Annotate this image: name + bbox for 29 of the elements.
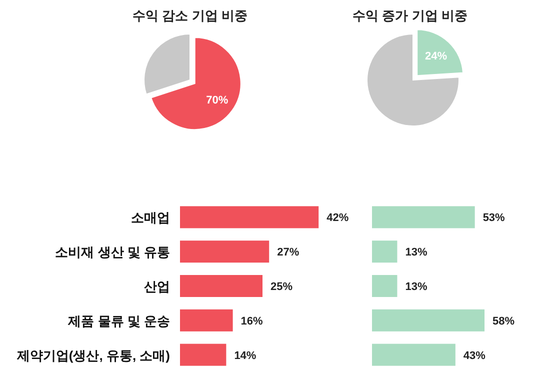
chart-title: 수익 감소 기업 비중 <box>132 8 248 23</box>
y-tick-label: 제약기업(생산, 유통, 소매) <box>16 348 170 363</box>
bar <box>180 309 233 332</box>
y-tick-label: 제품 물류 및 운송 <box>67 313 170 328</box>
data-label: 58% <box>492 315 515 328</box>
bar <box>180 206 319 228</box>
data-label: 27% <box>277 246 300 259</box>
bar <box>372 275 398 297</box>
data-label: 13% <box>405 281 428 293</box>
data-label: 13% <box>405 246 428 259</box>
bar <box>180 344 226 366</box>
data-label: 43% <box>463 350 486 362</box>
chart-title: 수익 증가 기업 비중 <box>352 8 468 23</box>
data-label: 70% <box>206 94 228 107</box>
y-tick-label: 소매업 <box>131 210 170 226</box>
bar <box>372 240 398 263</box>
data-label: 16% <box>240 315 264 328</box>
data-label: 42% <box>326 212 349 224</box>
bar <box>372 206 475 228</box>
data-label: 24% <box>424 50 448 63</box>
bar <box>372 309 485 332</box>
bar <box>372 344 456 366</box>
bar <box>180 240 270 263</box>
bar <box>180 275 262 297</box>
data-label: 25% <box>270 281 293 293</box>
y-tick-label: 산업 <box>144 279 170 294</box>
y-tick-label: 소비재 생산 및 유통 <box>55 244 170 260</box>
data-label: 14% <box>234 350 256 362</box>
data-label: 53% <box>482 212 506 224</box>
